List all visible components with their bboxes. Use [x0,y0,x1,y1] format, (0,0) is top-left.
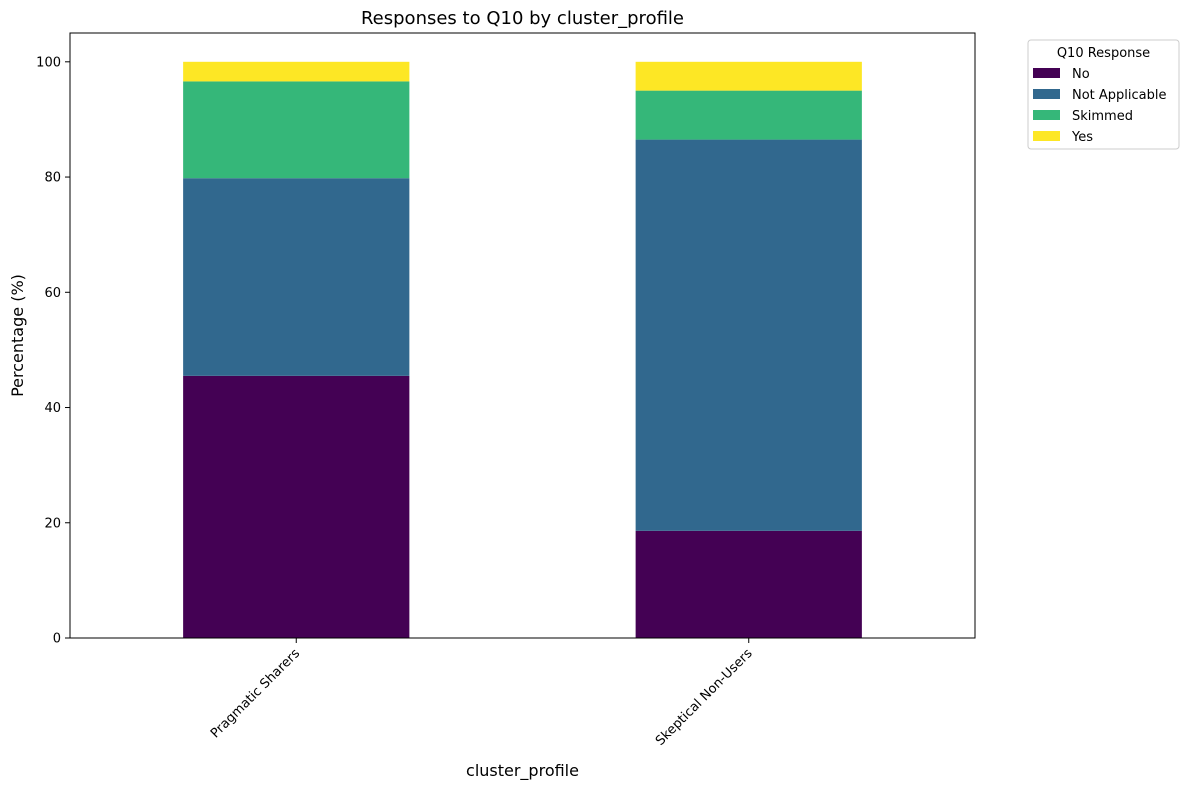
legend-swatch-no [1033,68,1060,78]
plot-frame [69,32,976,639]
y-tick-label: 20 [44,516,61,531]
legend-swatch-skimmed [1033,110,1060,120]
chart-title: Responses to Q10 by cluster_profile [361,8,684,29]
y-axis-title: Percentage (%) [8,274,27,397]
bar-segment-2-skimmed [635,90,862,140]
x-tick-label: Pragmatic Sharers [208,646,303,741]
legend-title: Q10 Response [1057,46,1150,61]
legend-label: No [1072,67,1090,82]
y-tick-label: 0 [53,632,61,647]
y-tick-label: 100 [36,55,61,70]
y-tick-label: 80 [44,171,61,186]
legend-box [1027,39,1180,150]
bar-segment-2-not-applicable [635,139,862,531]
bar-segment-1-yes [183,61,410,82]
x-tick-label: Skeptical Non-Users [653,646,756,749]
bar-segment-2-yes [635,61,862,91]
bar-segment-2-no [635,530,862,638]
plot-area: Pragmatic Sharers Skeptical Non-Users 0 20 4… [36,32,976,749]
bar-segment-1-not-applicable [183,178,410,376]
bar-segment-1-skimmed [183,81,410,179]
legend: Q10 Response No Not Applicable Skimmed Yes [1027,39,1180,150]
legend-swatch-not-applicable [1033,89,1060,99]
legend-swatch-yes [1033,131,1060,141]
legend-label: Skimmed [1072,109,1133,124]
y-tick-label: 40 [44,401,61,416]
y-tick-label: 60 [44,286,61,301]
x-axis-title: cluster_profile [466,761,579,781]
legend-label: Yes [1071,130,1093,145]
bar-segment-1-no [183,375,410,638]
legend-label: Not Applicable [1072,88,1167,103]
